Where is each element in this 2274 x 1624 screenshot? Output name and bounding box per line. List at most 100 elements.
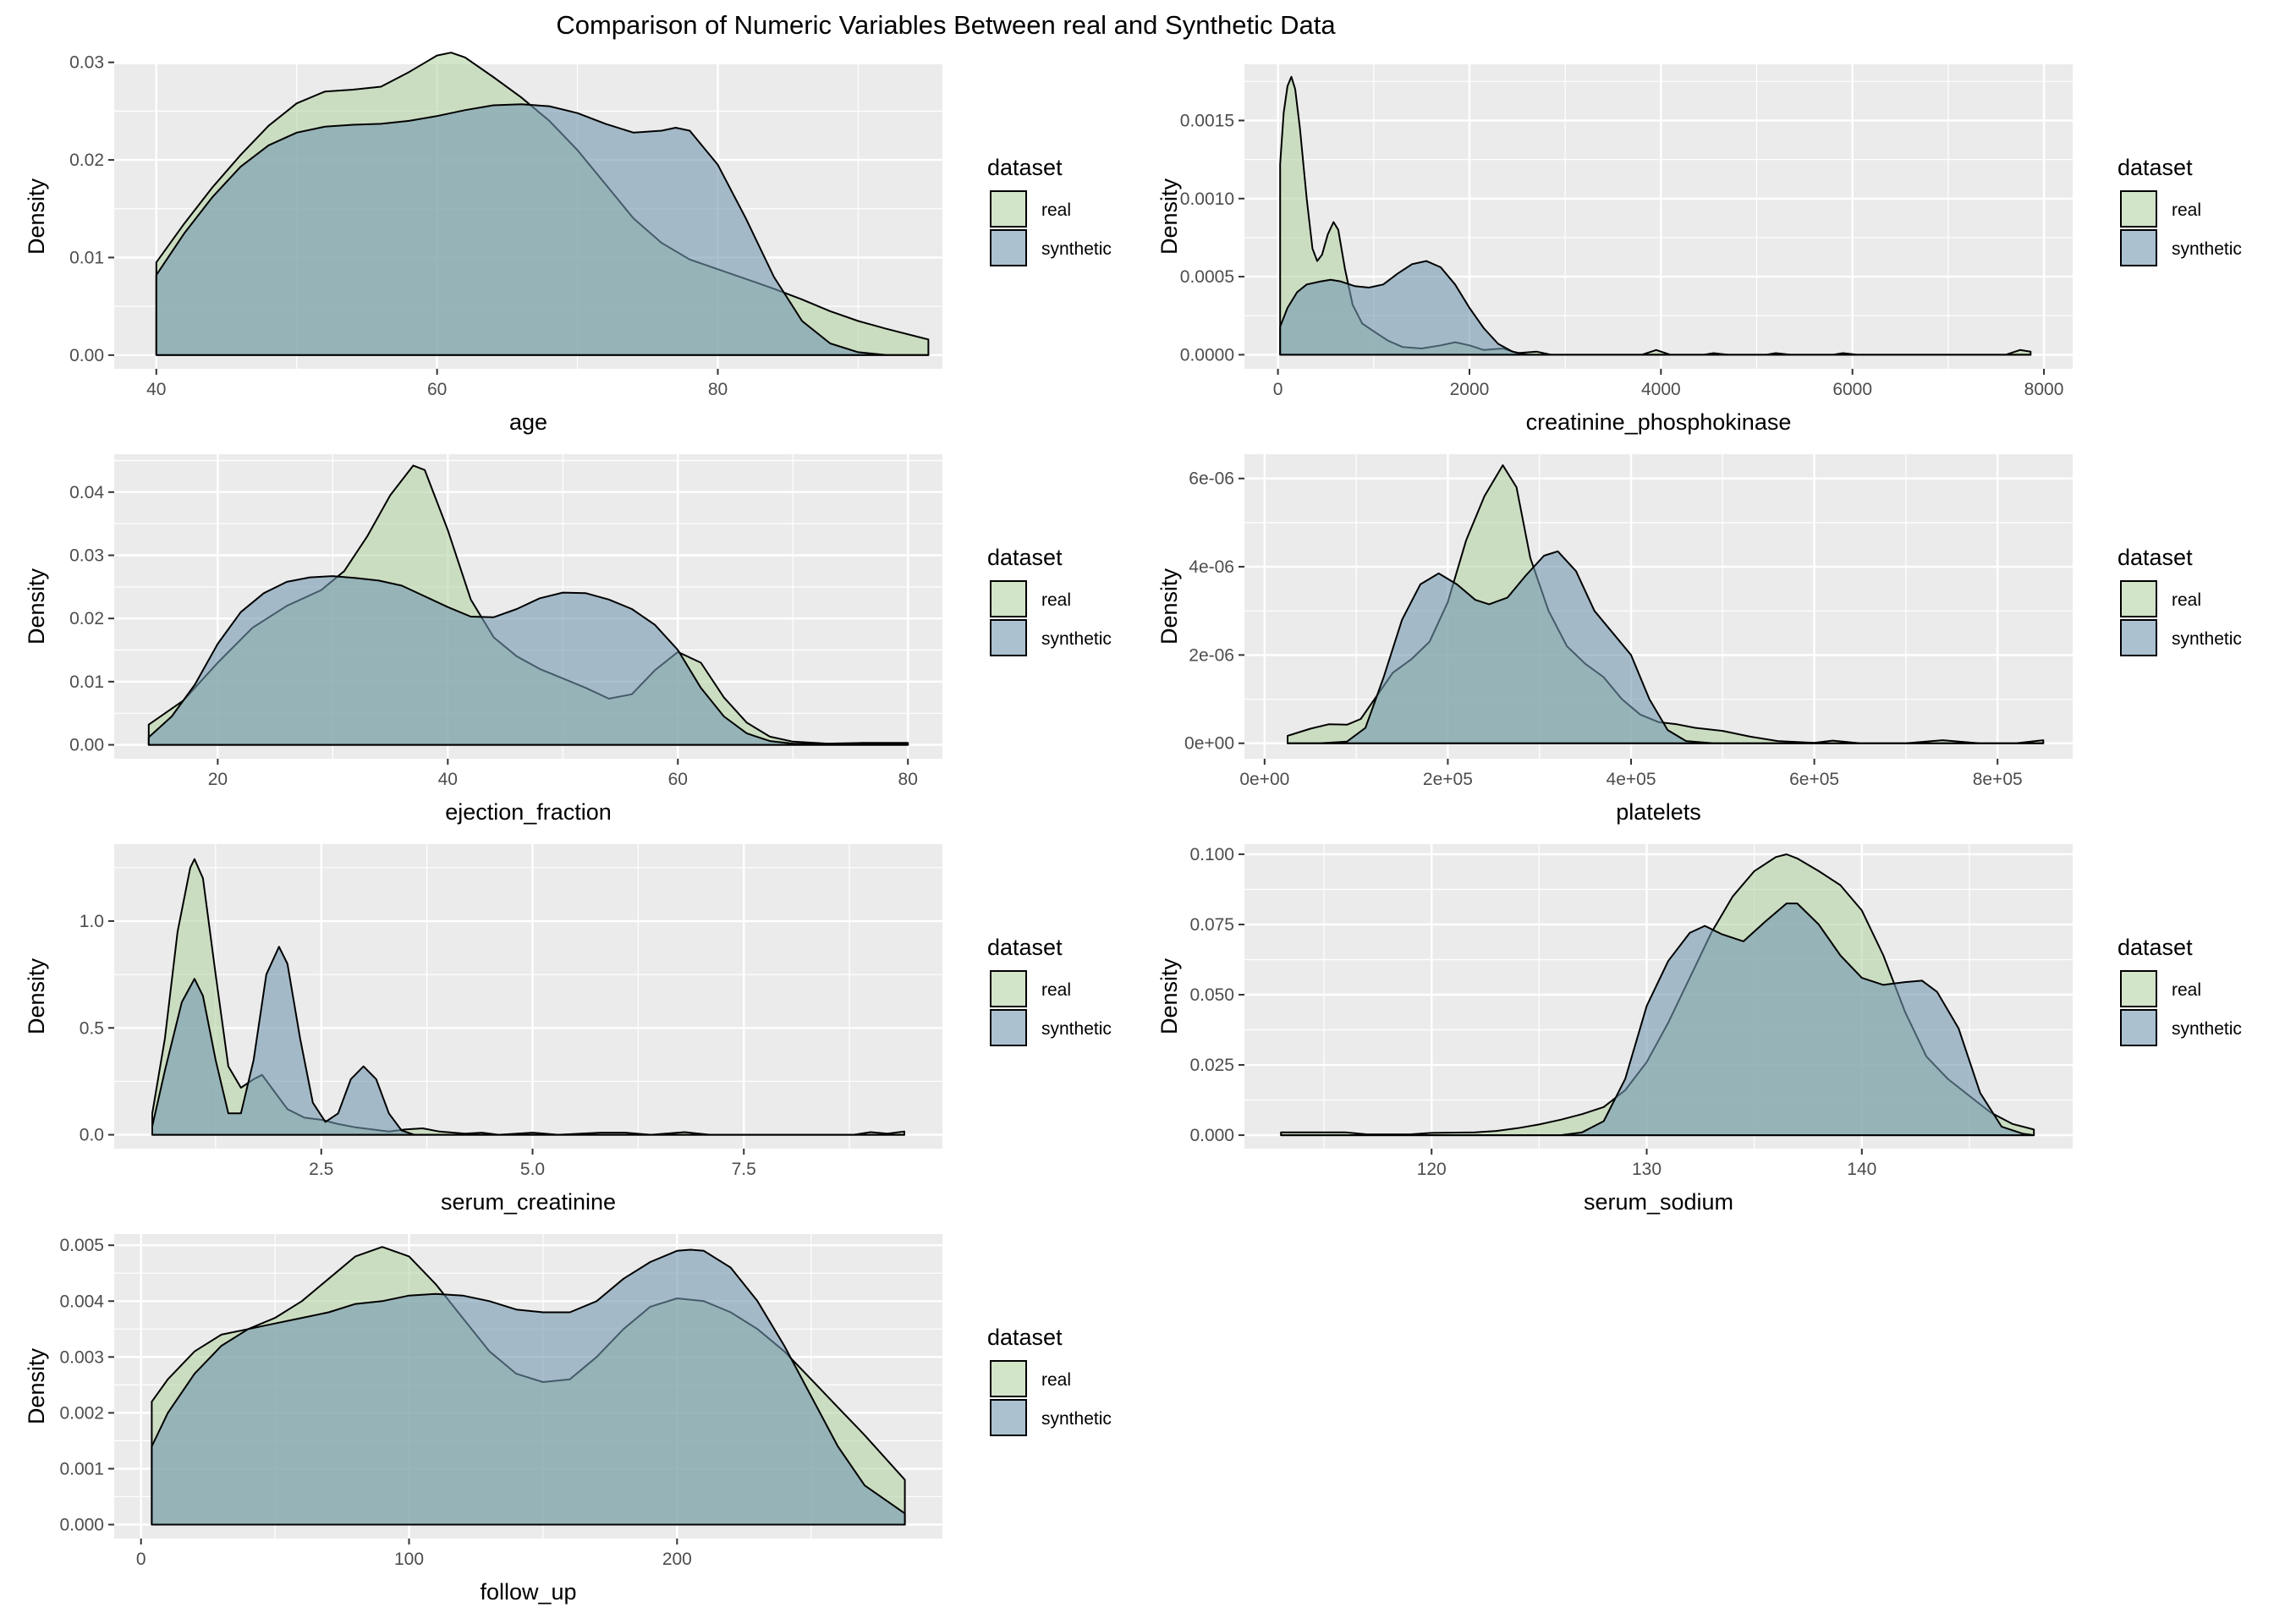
legend: dataset real synthetic	[987, 935, 1112, 1046]
y-tick-label: 0.004	[59, 1292, 104, 1311]
x-tick-label: 60	[427, 380, 447, 399]
legend-label-real: real	[1041, 980, 1071, 1000]
panel-ejection-fraction: 20 40 60 80 0.00 0.01 0.02 0.03 0.04 ejection_fra…	[24, 454, 1112, 825]
legend-title: dataset	[2117, 155, 2193, 180]
density-line-synthetic	[1279, 260, 2032, 356]
x-tick-label: 20	[208, 770, 228, 789]
legend-key-synthetic	[2120, 229, 2157, 266]
legend-label-synthetic: synthetic	[2172, 1019, 2242, 1039]
legend-key-synthetic	[2120, 619, 2157, 656]
y-tick-label: 6e-06	[1189, 469, 1234, 489]
x-axis-title: age	[509, 409, 547, 435]
density-line-synthetic	[147, 575, 909, 746]
y-tick-label: 0.0000	[1180, 345, 1234, 365]
y-tick-label: 0.002	[59, 1403, 104, 1423]
x-tick-label: 7.5	[732, 1160, 756, 1179]
panel-serum-creatinine: 2.5 5.0 7.5 0.0 0.5 1.0 serum_creatinine Densit…	[24, 844, 1112, 1215]
x-axis-title: ejection_fraction	[445, 799, 612, 825]
x-tick-label: 5.0	[520, 1160, 545, 1179]
x-tick-label: 2.5	[309, 1160, 333, 1179]
legend-label-synthetic: synthetic	[1041, 1409, 1112, 1429]
x-tick-label: 40	[146, 380, 166, 399]
x-tick-label: 0e+00	[1239, 770, 1289, 789]
x-tick-label: 8e+05	[1973, 770, 2023, 789]
x-tick-label: 4e+05	[1607, 770, 1656, 789]
density-area-synthetic	[156, 104, 929, 355]
y-tick-label: 0.0010	[1180, 189, 1234, 209]
density-line-synthetic	[1280, 903, 2035, 1137]
y-tick-label: 0.100	[1189, 845, 1234, 864]
x-tick-label: 100	[394, 1550, 424, 1569]
x-tick-label: 2e+05	[1423, 770, 1473, 789]
legend-title: dataset	[2117, 545, 2193, 570]
legend-key-real	[2120, 190, 2157, 228]
legend: dataset real synthetic	[2117, 935, 2242, 1046]
y-tick-label: 0.03	[69, 53, 104, 73]
legend-key-synthetic	[2120, 1009, 2157, 1046]
y-tick-label: 0.00	[69, 736, 104, 755]
density-area-synthetic	[151, 1249, 905, 1525]
legend-key-real	[990, 1360, 1027, 1397]
legend-label-real: real	[2172, 980, 2201, 1000]
legend-label-real: real	[1041, 200, 1071, 220]
y-axis-title: Density	[1156, 957, 1182, 1034]
y-tick-label: 0.0	[80, 1126, 104, 1145]
legend-key-real	[990, 190, 1027, 228]
y-axis-title: Density	[24, 1347, 49, 1424]
legend-title: dataset	[987, 545, 1063, 570]
x-tick-label: 2000	[1450, 380, 1490, 399]
legend-key-real	[990, 970, 1027, 1007]
y-axis-title: Density	[24, 568, 49, 645]
legend-key-real	[2120, 580, 2157, 617]
density-line-synthetic	[155, 103, 930, 356]
y-tick-label: 0.050	[1189, 985, 1234, 1005]
x-axis-title: creatinine_phosphokinase	[1526, 409, 1792, 435]
legend-key-real	[2120, 970, 2157, 1007]
legend-label-synthetic: synthetic	[1041, 1019, 1112, 1039]
y-tick-label: 0.02	[69, 609, 104, 628]
panel-age: 40 60 80 0.00 0.01 0.02 0.03 age Density dataset r…	[24, 52, 1112, 435]
legend-key-synthetic	[990, 1399, 1027, 1436]
legend-title: dataset	[987, 155, 1063, 180]
y-axis-title: Density	[1156, 178, 1182, 255]
density-area-synthetic	[1280, 261, 2031, 355]
x-tick-label: 200	[662, 1550, 692, 1569]
x-tick-label: 140	[1847, 1160, 1876, 1179]
y-tick-label: 2e-06	[1189, 645, 1234, 665]
panel-serum-sodium: 120 130 140 0.000 0.025 0.050 0.075 0.100 serum_…	[1156, 844, 2242, 1215]
x-tick-label: 80	[898, 770, 918, 789]
y-tick-label: 0.03	[69, 546, 104, 566]
x-tick-label: 8000	[2024, 380, 2064, 399]
legend-label-synthetic: synthetic	[2172, 629, 2242, 649]
y-tick-label: 1.0	[80, 912, 104, 931]
y-tick-label: 0.00	[69, 346, 104, 365]
y-tick-label: 0.001	[59, 1459, 104, 1479]
legend-label-real: real	[2172, 200, 2201, 220]
density-area-synthetic	[1288, 551, 2044, 743]
y-tick-label: 0e+00	[1184, 734, 1234, 754]
y-tick-label: 0.5	[80, 1018, 104, 1038]
legend-key-real	[990, 580, 1027, 617]
x-tick-label: 60	[668, 770, 688, 789]
x-tick-label: 6e+05	[1789, 770, 1839, 789]
x-tick-label: 40	[438, 770, 458, 789]
y-tick-label: 0.0005	[1180, 267, 1234, 287]
x-tick-label: 0	[136, 1550, 146, 1569]
legend-label-real: real	[1041, 1370, 1071, 1390]
x-tick-label: 0	[1273, 380, 1283, 399]
density-line-synthetic	[151, 1248, 906, 1526]
x-tick-label: 80	[708, 380, 728, 399]
y-tick-label: 0.01	[69, 248, 104, 267]
y-tick-label: 0.075	[1189, 915, 1234, 935]
legend-key-synthetic	[990, 1009, 1027, 1046]
legend: dataset real synthetic	[987, 545, 1112, 656]
x-tick-label: 120	[1417, 1160, 1447, 1179]
y-tick-label: 0.02	[69, 151, 104, 170]
x-tick-label: 4000	[1641, 380, 1681, 399]
legend-label-synthetic: synthetic	[1041, 629, 1112, 649]
legend: dataset real synthetic	[987, 1325, 1112, 1436]
y-tick-label: 0.000	[1189, 1126, 1234, 1145]
legend-title: dataset	[987, 935, 1063, 960]
x-axis-title: serum_creatinine	[441, 1189, 616, 1215]
